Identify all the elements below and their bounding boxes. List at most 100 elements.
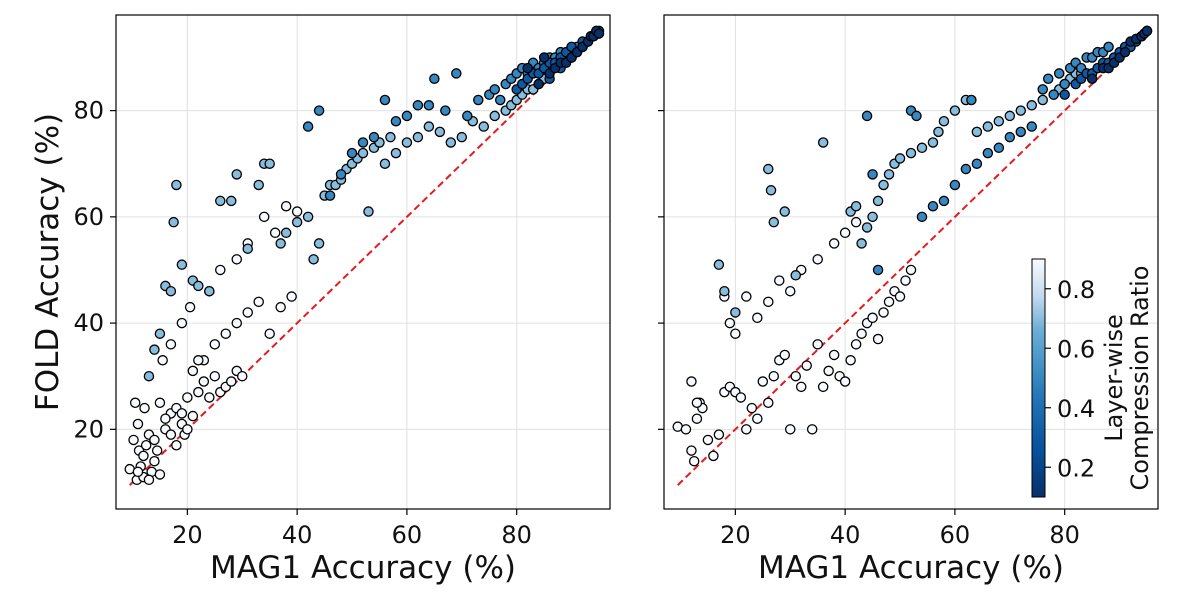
left-x-axis-title: MAG1 Accuracy (%) (210, 550, 516, 586)
scatter-point (253, 179, 264, 191)
scatter-point (193, 280, 204, 292)
scatter-point (812, 339, 823, 350)
colorbar-tick-label: 0.8 (1057, 276, 1095, 304)
scatter-point (872, 195, 884, 207)
scatter-point (440, 105, 451, 116)
scatter-point (165, 339, 177, 350)
scatter-point (686, 376, 697, 387)
scatter-point (154, 469, 166, 480)
scatter-point (993, 142, 1005, 154)
y-tick-label: 80 (73, 97, 104, 125)
scatter-point (275, 301, 286, 313)
left-points (124, 25, 605, 486)
scatter-point (966, 94, 977, 106)
scatter-point (401, 137, 413, 148)
scatter-point (872, 264, 884, 276)
scatter-point (302, 211, 314, 223)
scatter-point (971, 126, 983, 138)
scatter-point (1086, 73, 1098, 84)
scatter-point (691, 397, 703, 409)
scatter-point (883, 296, 895, 308)
y-tick-label: 60 (73, 203, 104, 231)
scatter-point (379, 94, 391, 106)
scatter-point (867, 169, 878, 180)
scatter-point (165, 429, 177, 440)
scatter-point (784, 285, 796, 297)
scatter-point (1119, 46, 1131, 58)
right-points (672, 25, 1153, 467)
scatter-point (784, 424, 796, 435)
scatter-point (795, 381, 807, 393)
scatter-point (129, 397, 141, 409)
scatter-point (971, 158, 983, 169)
scatter-point (346, 147, 358, 159)
scatter-point (872, 333, 884, 345)
scatter-point (139, 402, 150, 414)
scatter-point (187, 365, 199, 377)
scatter-point (412, 100, 424, 111)
scatter-point (478, 121, 490, 132)
scatter-point (209, 370, 221, 382)
scatter-point (867, 312, 878, 324)
scatter-point (494, 94, 506, 106)
scatter-point (473, 94, 484, 106)
scatter-point (204, 392, 215, 403)
scatter-point (927, 137, 939, 148)
scatter-point (313, 105, 325, 116)
scatter-point (680, 424, 692, 435)
right-panel: 20 40 60 80 MAG1 Accuracy (%) (658, 14, 1159, 586)
scatter-point (171, 179, 182, 191)
scatter-point (280, 227, 292, 239)
scatter-point (264, 328, 275, 339)
scatter-point (182, 392, 193, 403)
scatter-point (916, 211, 928, 223)
scatter-point (176, 317, 188, 329)
scatter-point (900, 275, 911, 286)
scatter-point (861, 110, 873, 122)
scatter-point (489, 84, 500, 95)
scatter-point (768, 216, 780, 228)
colorbar-ticks: 0.2 0.4 0.6 0.8 (1045, 276, 1095, 482)
left-y-ticks: 20 40 60 80 (73, 97, 116, 443)
scatter-point (790, 370, 801, 382)
scatter-point (1042, 73, 1054, 84)
scatter-point (911, 110, 922, 122)
scatter-point (184, 301, 196, 313)
scatter-point (730, 328, 741, 339)
x-tick-label: 60 (940, 521, 971, 549)
scatter-point (593, 28, 605, 39)
scatter-point (878, 307, 889, 318)
scatter-point (149, 344, 160, 355)
scatter-point (856, 238, 867, 249)
scatter-point (933, 126, 944, 138)
scatter-point (1037, 84, 1048, 95)
scatter-point (757, 376, 769, 387)
scatter-point (1015, 126, 1027, 138)
scatter-point (275, 238, 286, 249)
scatter-point (379, 158, 391, 169)
scatter-point (768, 370, 780, 382)
scatter-point (746, 402, 758, 414)
scatter-point (949, 179, 961, 191)
scatter-point (242, 243, 253, 254)
scatter-point (823, 365, 834, 377)
scatter-point (128, 434, 139, 446)
scatter-point (132, 466, 144, 478)
scatter-point (878, 179, 889, 191)
scatter-point (828, 238, 840, 249)
scatter-point (752, 312, 763, 324)
scatter-point (538, 52, 550, 63)
scatter-point (445, 137, 457, 148)
scatter-point (182, 424, 193, 435)
scatter-point (850, 200, 862, 212)
scatter-point (850, 339, 862, 350)
scatter-point (905, 147, 917, 159)
scatter-point (817, 137, 829, 148)
scatter-point (741, 424, 752, 435)
scatter-point (801, 360, 812, 371)
scatter-point (157, 355, 168, 366)
scatter-point (1059, 78, 1070, 90)
y-tick-label: 40 (73, 309, 104, 337)
y-tick-label: 20 (73, 415, 104, 443)
scatter-point (226, 195, 237, 207)
